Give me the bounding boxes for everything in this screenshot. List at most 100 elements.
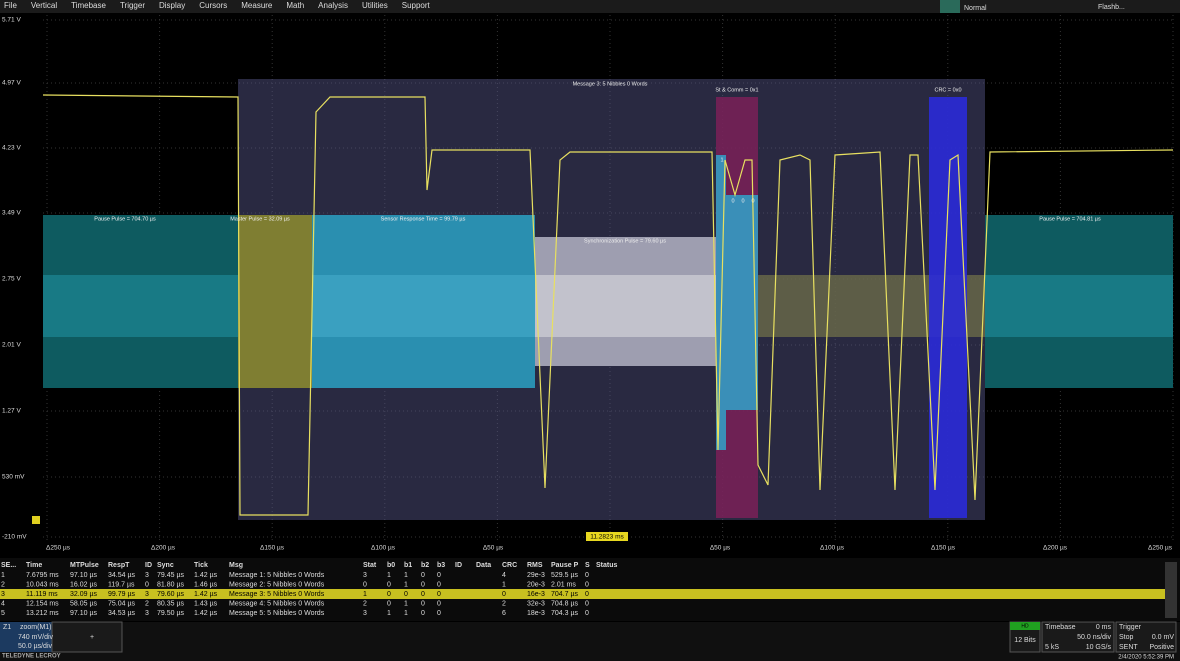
table-cell[interactable]: 10.043 ms xyxy=(26,581,59,588)
table-cell[interactable]: 704.3 µs xyxy=(551,610,578,617)
trigger-box[interactable] xyxy=(1115,621,1177,653)
table-cell[interactable]: 32e-3 xyxy=(527,600,545,607)
table-cell[interactable]: 3 xyxy=(145,610,149,617)
table-cell[interactable]: 99.79 µs xyxy=(108,591,135,598)
table-cell[interactable]: 18e-3 xyxy=(527,610,545,617)
table-cell[interactable]: 1 xyxy=(502,581,506,588)
table-cell[interactable]: 2 xyxy=(145,600,149,607)
add-descriptor[interactable] xyxy=(51,621,123,653)
table-cell[interactable]: 1 xyxy=(404,572,408,579)
table-cell[interactable]: 0 xyxy=(421,610,425,617)
timebase-box[interactable] xyxy=(1041,621,1115,653)
table-cell[interactable]: 0 xyxy=(421,591,425,598)
table-cell[interactable]: 0 xyxy=(585,600,589,607)
table-cell[interactable]: 3 xyxy=(363,610,367,617)
table-cell[interactable]: 0 xyxy=(502,591,506,598)
add-button[interactable]: + xyxy=(90,634,94,641)
table-cell[interactable]: 3 xyxy=(363,572,367,579)
table-cell[interactable]: Message 5: 5 Nibbles 0 Words xyxy=(229,610,325,617)
table-cell[interactable]: 79.60 µs xyxy=(157,591,184,598)
menu-item[interactable]: Analysis xyxy=(318,1,348,10)
table-cell[interactable]: Message 1: 5 Nibbles 0 Words xyxy=(229,572,325,579)
table-cell[interactable]: 4 xyxy=(502,572,506,579)
table-cell[interactable]: 20e-3 xyxy=(527,581,545,588)
table-cell[interactable]: 1 xyxy=(387,610,391,617)
table-cell[interactable]: 1.46 µs xyxy=(194,581,218,588)
table-cell[interactable]: 6 xyxy=(502,610,506,617)
table-cell[interactable]: 29e-3 xyxy=(527,572,545,579)
menu-item[interactable]: Cursors xyxy=(199,1,227,10)
table-cell[interactable]: 1 xyxy=(363,591,367,598)
table-cell[interactable]: 3 xyxy=(145,591,149,598)
table-cell[interactable]: 704.7 µs xyxy=(551,591,578,598)
table-cell[interactable]: 1 xyxy=(404,581,408,588)
table-cell[interactable]: 0 xyxy=(437,581,441,588)
table-cell[interactable]: 1.42 µs xyxy=(194,610,218,617)
table-cell[interactable]: 13.212 ms xyxy=(26,610,59,617)
table-cell[interactable]: 529.5 µs xyxy=(551,572,578,579)
menu-item[interactable]: Measure xyxy=(241,1,273,10)
table-cell[interactable]: 34.54 µs xyxy=(108,572,135,579)
table-cell[interactable]: 0 xyxy=(437,572,441,579)
scrollbar[interactable] xyxy=(1165,562,1177,618)
table-cell[interactable]: 2 xyxy=(363,600,367,607)
table-cell[interactable]: 7.6795 ms xyxy=(26,572,59,579)
table-cell[interactable]: 3 xyxy=(1,591,5,598)
table-cell[interactable]: 97.10 µs xyxy=(70,610,97,617)
table-cell[interactable]: 0 xyxy=(421,600,425,607)
table-cell[interactable]: 0 xyxy=(585,610,589,617)
table-cell[interactable]: 3 xyxy=(145,572,149,579)
table-cell[interactable]: 1 xyxy=(404,610,408,617)
menu-item[interactable]: Vertical xyxy=(31,1,57,10)
table-cell[interactable]: 32.09 µs xyxy=(70,591,97,598)
table-cell[interactable]: 0 xyxy=(421,581,425,588)
table-cell[interactable]: 1.42 µs xyxy=(194,591,218,598)
table-cell[interactable]: 119.7 µs xyxy=(108,581,135,588)
table-cell[interactable]: 1.43 µs xyxy=(194,600,218,607)
table-cell[interactable]: 34.53 µs xyxy=(108,610,135,617)
menu-item[interactable]: Utilities xyxy=(362,1,388,10)
table-cell[interactable]: 0 xyxy=(145,581,149,588)
table-cell[interactable]: 0 xyxy=(585,581,589,588)
table-cell[interactable]: 4 xyxy=(1,600,5,607)
table-cell[interactable]: Message 2: 5 Nibbles 0 Words xyxy=(229,581,325,588)
table-cell[interactable]: 16.02 µs xyxy=(70,581,97,588)
table-cell[interactable]: 16e-3 xyxy=(527,591,545,598)
menu-item[interactable]: Timebase xyxy=(71,1,106,10)
menu-item[interactable]: Math xyxy=(286,1,304,10)
table-cell[interactable]: Message 3: 5 Nibbles 0 Words xyxy=(229,591,325,598)
table-cell[interactable]: 2 xyxy=(502,600,506,607)
table-cell[interactable]: 1 xyxy=(404,600,408,607)
table-cell[interactable]: 12.154 ms xyxy=(26,600,59,607)
table-cell[interactable]: 0 xyxy=(421,572,425,579)
table-cell[interactable]: 0 xyxy=(585,572,589,579)
table-cell[interactable]: 0 xyxy=(363,581,367,588)
table-cell[interactable]: 97.10 µs xyxy=(70,572,97,579)
table-cell[interactable]: 79.50 µs xyxy=(157,610,184,617)
table-cell[interactable]: 1.42 µs xyxy=(194,572,218,579)
table-cell[interactable]: 80.35 µs xyxy=(157,600,184,607)
table-cell[interactable]: 81.80 µs xyxy=(157,581,184,588)
table-cell[interactable]: 2 xyxy=(1,581,5,588)
table-cell[interactable]: 58.05 µs xyxy=(70,600,97,607)
menu-item[interactable]: Support xyxy=(402,1,431,10)
table-cell[interactable]: 0 xyxy=(437,600,441,607)
table-cell[interactable]: 0 xyxy=(437,610,441,617)
menu-item[interactable]: Trigger xyxy=(120,1,145,10)
tool-label[interactable]: Flashb... xyxy=(1098,4,1125,11)
menu-item[interactable]: Display xyxy=(159,1,185,10)
table-cell[interactable]: 0 xyxy=(387,591,391,598)
table-cell[interactable]: 5 xyxy=(1,610,5,617)
table-cell[interactable]: 11.119 ms xyxy=(26,591,58,598)
table-cell[interactable]: 79.45 µs xyxy=(157,572,184,579)
table-cell[interactable]: 0 xyxy=(387,581,391,588)
table-cell[interactable]: 0 xyxy=(585,591,589,598)
table-cell[interactable]: Message 4: 5 Nibbles 0 Words xyxy=(229,600,325,607)
menu-item[interactable]: File xyxy=(4,1,17,10)
table-cell[interactable]: 0 xyxy=(404,591,408,598)
table-cell[interactable]: 2.01 ms xyxy=(551,581,576,588)
table-cell[interactable]: 0 xyxy=(387,600,391,607)
zoom-descriptor[interactable] xyxy=(0,622,52,652)
table-cell[interactable]: 1 xyxy=(387,572,391,579)
table-cell[interactable]: 1 xyxy=(1,572,5,579)
